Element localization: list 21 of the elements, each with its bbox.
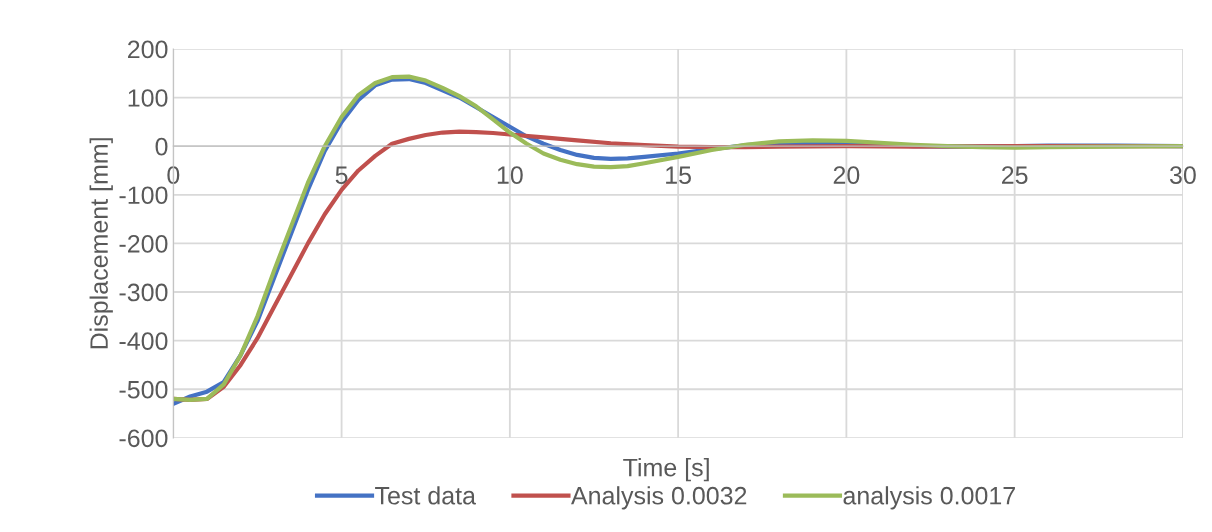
y-tick-label: -400 [119,332,168,350]
legend-label: Test data [375,486,476,505]
x-tick-label: 25 [1002,166,1028,184]
y-tick-label: 100 [128,89,168,107]
x-axis-title: Time [s] [623,458,709,482]
y-tick-label: -300 [119,283,168,302]
y-tick-label: 200 [128,40,168,59]
legend-label: Analysis 0.0032 [571,486,747,510]
x-tick-label: 0 [167,166,180,184]
y-tick-label: 0 [155,137,168,156]
x-tick-label: 5 [335,166,348,184]
x-tick-label: 20 [833,166,860,184]
x-tick-label: 30 [1169,166,1196,184]
y-tick-label: -100 [119,186,168,205]
y-axis-title: Displacement [mm] [89,138,113,349]
x-tick-label: 15 [666,166,691,184]
x-tick-label: 10 [497,166,523,184]
y-tick-label: -200 [119,234,168,253]
y-tick-label: -600 [119,429,168,448]
legend-label: analysis 0.0017 [843,486,1015,510]
y-tick-label: -500 [119,380,168,399]
